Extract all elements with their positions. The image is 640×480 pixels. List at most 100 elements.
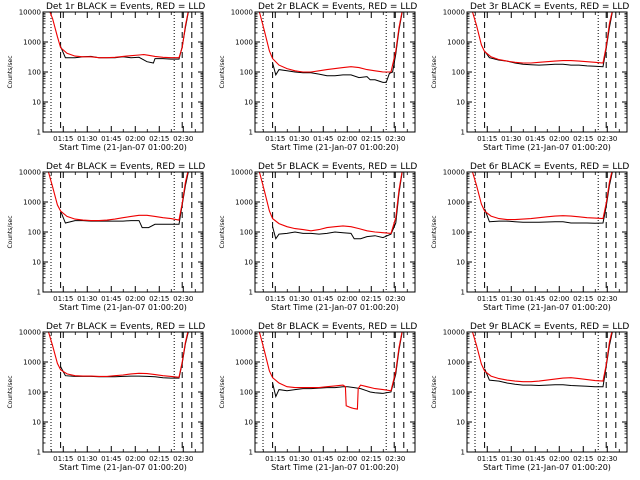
x-axis-label: Start Time (21-Jan-07 01:00:20) (59, 303, 187, 312)
plot-frame (466, 171, 628, 293)
y-tick-label: 1000 (235, 359, 253, 367)
panel-title: Det 9r BLACK = Events, RED = LLD (470, 322, 629, 332)
lld-series-line (47, 332, 189, 378)
x-tick-label: 02:15 (361, 295, 381, 303)
panel-title: Det 1r BLACK = Events, RED = LLD (46, 2, 205, 12)
x-tick-label: 02:30 (385, 295, 405, 303)
x-tick-label: 02:00 (337, 295, 357, 303)
y-tick-label: 100 (452, 229, 465, 237)
x-tick-label: 01:15 (265, 295, 285, 303)
x-axis-label: Start Time (21-Jan-07 01:00:20) (271, 463, 399, 472)
y-tick-label: 1 (249, 449, 253, 457)
x-tick-label: 02:00 (549, 135, 569, 143)
y-tick-label: 1000 (235, 199, 253, 207)
x-tick-label: 01:45 (313, 295, 333, 303)
x-tick-label: 02:00 (125, 135, 145, 143)
x-axis-label: Start Time (21-Jan-07 01:00:20) (59, 463, 187, 472)
x-tick-label: 01:30 (501, 295, 521, 303)
x-tick-label: 02:00 (549, 295, 569, 303)
x-tick-label: 01:45 (101, 455, 121, 463)
x-tick-label: 02:15 (361, 135, 381, 143)
x-tick-label: 01:30 (289, 295, 309, 303)
y-tick-label: 10 (456, 419, 465, 427)
panel-1: Det 1r BLACK = Events, RED = LLD 1 10 100 10… (7, 2, 205, 152)
x-tick-label: 01:45 (313, 455, 333, 463)
plot-frame (466, 11, 628, 133)
x-tick-label: 01:30 (501, 135, 521, 143)
x-tick-label: 02:00 (337, 135, 357, 143)
plot-frame (466, 331, 628, 453)
y-tick-label: 10 (244, 99, 253, 107)
x-tick-label: 02:00 (549, 455, 569, 463)
panel-title: Det 2r BLACK = Events, RED = LLD (258, 2, 417, 12)
x-tick-label: 01:15 (477, 455, 497, 463)
panel-3: Det 3r BLACK = Events, RED = LLD 1 10 100 10… (431, 2, 629, 152)
y-axis-label: Counts/sec (219, 55, 226, 88)
panel-title: Det 5r BLACK = Events, RED = LLD (258, 162, 417, 172)
y-tick-label: 100 (28, 389, 41, 397)
events-series-line (60, 12, 189, 64)
panel-4: Det 4r BLACK = Events, RED = LLD 1 10 100 10… (7, 162, 205, 312)
x-tick-label: 02:00 (125, 295, 145, 303)
x-tick-label: 01:15 (53, 295, 73, 303)
y-tick-label: 1 (37, 449, 41, 457)
panel-title: Det 7r BLACK = Events, RED = LLD (46, 322, 205, 332)
y-tick-label: 100 (240, 229, 253, 237)
y-tick-label: 100 (452, 69, 465, 77)
plot-frame (42, 11, 204, 133)
x-axis-label: Start Time (21-Jan-07 01:00:20) (483, 463, 611, 472)
lld-series-line (258, 12, 403, 73)
y-tick-label: 10 (456, 99, 465, 107)
y-tick-label: 1 (249, 129, 253, 137)
x-tick-label: 01:15 (265, 135, 285, 143)
y-tick-label: 1000 (447, 359, 465, 367)
events-series-line (60, 172, 189, 229)
x-axis-label: Start Time (21-Jan-07 01:00:20) (271, 303, 399, 312)
x-tick-label: 01:30 (77, 135, 97, 143)
y-tick-label: 10000 (231, 9, 253, 17)
y-tick-label: 1 (249, 289, 253, 297)
events-series-line (272, 12, 403, 83)
x-tick-label: 02:15 (149, 135, 169, 143)
panel-5: Det 5r BLACK = Events, RED = LLD 1 10 100 10… (219, 162, 417, 312)
y-tick-label: 1 (37, 129, 41, 137)
y-tick-label: 1 (461, 449, 465, 457)
events-series-line (484, 332, 613, 388)
y-tick-label: 10 (456, 259, 465, 267)
events-series-line (484, 172, 613, 224)
events-series-line (484, 12, 613, 68)
panel-2: Det 2r BLACK = Events, RED = LLD 1 10 100 10… (219, 2, 417, 152)
x-tick-label: 01:45 (313, 135, 333, 143)
lld-series-line (471, 12, 613, 64)
lld-series-line (258, 172, 403, 234)
y-tick-label: 10 (244, 419, 253, 427)
panel-title: Det 4r BLACK = Events, RED = LLD (46, 162, 205, 172)
plot-frame (42, 331, 204, 453)
y-tick-label: 1000 (447, 39, 465, 47)
y-tick-label: 1000 (23, 39, 41, 47)
y-tick-label: 1 (37, 289, 41, 297)
x-tick-label: 02:15 (573, 135, 593, 143)
y-tick-label: 1 (461, 289, 465, 297)
x-axis-label: Start Time (21-Jan-07 01:00:20) (483, 143, 611, 152)
y-tick-label: 1000 (23, 359, 41, 367)
x-tick-label: 02:00 (337, 455, 357, 463)
panel-9: Det 9r BLACK = Events, RED = LLD 1 10 100 10… (431, 322, 629, 472)
y-tick-label: 1000 (23, 199, 41, 207)
x-tick-label: 01:30 (77, 295, 97, 303)
y-tick-label: 10000 (231, 329, 253, 337)
y-tick-label: 10000 (443, 9, 465, 17)
y-tick-label: 10000 (19, 329, 41, 337)
x-tick-label: 01:30 (289, 455, 309, 463)
y-axis-label: Counts/sec (7, 55, 14, 88)
lld-series-line (47, 172, 189, 222)
x-tick-label: 01:15 (477, 295, 497, 303)
x-tick-label: 02:30 (173, 295, 193, 303)
y-tick-label: 10 (244, 259, 253, 267)
plot-frame (254, 331, 416, 453)
panel-title: Det 8r BLACK = Events, RED = LLD (258, 322, 417, 332)
y-tick-label: 10000 (19, 169, 41, 177)
y-axis-label: Counts/sec (431, 55, 438, 88)
y-axis-label: Counts/sec (7, 375, 14, 408)
